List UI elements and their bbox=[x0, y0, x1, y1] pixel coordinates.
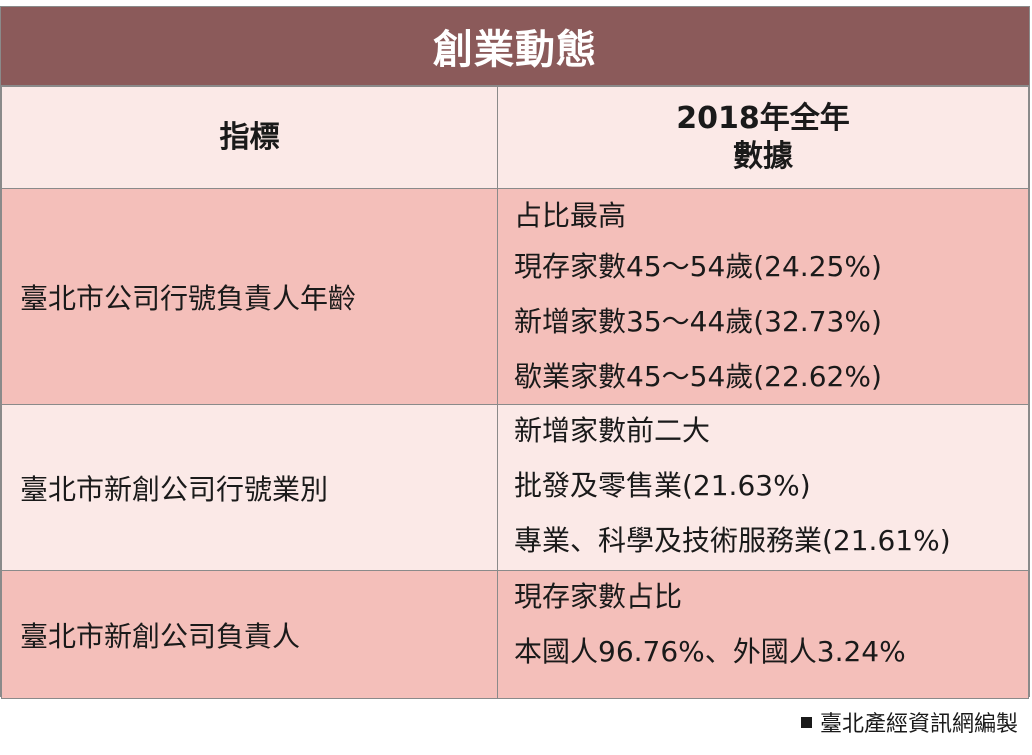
value-line: 占比最高 bbox=[514, 199, 627, 232]
source-text: 臺北產經資訊網編製 bbox=[819, 712, 1018, 737]
source-footer: 臺北產經資訊網編製 bbox=[800, 706, 1018, 738]
row-values: 現存家數占比 本國人96.76%、外國人3.24% bbox=[497, 570, 1029, 699]
header-data-line1: 2018年全年 bbox=[676, 100, 850, 136]
value-line: 現存家數占比 bbox=[514, 580, 683, 613]
table-row: 臺北市公司行號負責人年齡 占比最高 現存家數45～54歲(24.25%) 新增家… bbox=[1, 188, 1029, 405]
header-data-line2: 數據 bbox=[733, 138, 793, 174]
value-line: 新增家數前二大 bbox=[514, 414, 711, 447]
row-label: 臺北市新創公司行號業別 bbox=[1, 404, 498, 571]
value-line: 歇業家數45～54歲(22.62%) bbox=[514, 360, 882, 393]
row-label: 臺北市公司行號負責人年齡 bbox=[1, 188, 498, 405]
value-line: 專業、科學及技術服務業(21.61%) bbox=[514, 524, 951, 557]
value-line: 本國人96.76%、外國人3.24% bbox=[514, 635, 906, 668]
row-label: 臺北市新創公司負責人 bbox=[1, 570, 498, 699]
data-table: 指標 2018年全年 數據 臺北市公司行號負責人年齡 占比最高 現存家數45～5… bbox=[1, 86, 1029, 699]
header-data: 2018年全年 數據 bbox=[497, 86, 1029, 189]
row-values: 新增家數前二大 批發及零售業(21.63%) 專業、科學及技術服務業(21.61… bbox=[497, 404, 1029, 571]
value-line: 現存家數45～54歲(24.25%) bbox=[514, 250, 882, 283]
table-row: 臺北市新創公司行號業別 新增家數前二大 批發及零售業(21.63%) 專業、科學… bbox=[1, 404, 1029, 571]
value-line: 新增家數35～44歲(32.73%) bbox=[514, 305, 882, 338]
row-values: 占比最高 現存家數45～54歲(24.25%) 新增家數35～44歲(32.73… bbox=[497, 188, 1029, 405]
data-table-frame: 創業動態 指標 2018年全年 數據 臺北市公司行號負責人年齡 占比最高 現存家… bbox=[0, 6, 1030, 699]
header-row: 指標 2018年全年 數據 bbox=[1, 86, 1029, 189]
table-row: 臺北市新創公司負責人 現存家數占比 本國人96.76%、外國人3.24% bbox=[1, 570, 1029, 699]
square-bullet-icon bbox=[800, 716, 812, 728]
header-indicator: 指標 bbox=[1, 86, 498, 189]
table-title: 創業動態 bbox=[1, 7, 1029, 86]
value-line: 批發及零售業(21.63%) bbox=[514, 469, 811, 502]
